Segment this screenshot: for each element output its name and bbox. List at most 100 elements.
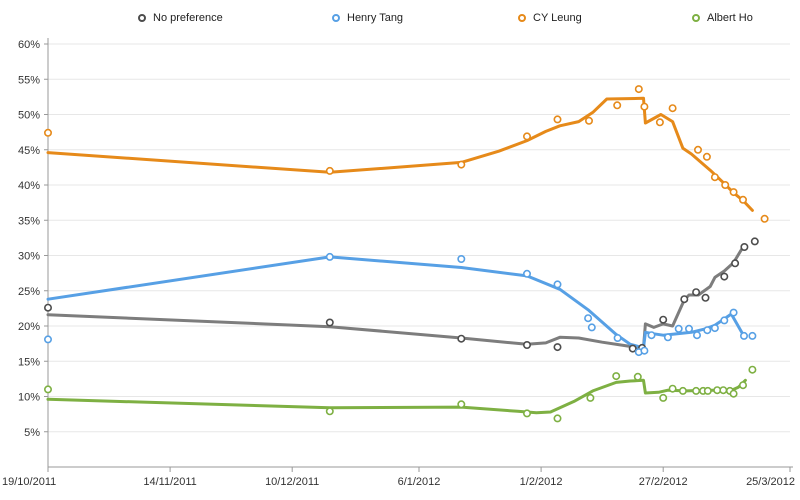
data-point	[633, 372, 642, 381]
legend-item-no-preference: No preference	[138, 10, 223, 26]
data-point	[729, 188, 738, 197]
data-point	[739, 331, 748, 340]
data-point	[43, 128, 52, 137]
data-point	[674, 324, 683, 333]
legend: No preference Henry Tang CY Leung Albert…	[0, 10, 800, 28]
data-point	[719, 386, 728, 395]
data-point	[710, 324, 719, 333]
data-point	[612, 372, 621, 381]
legend-marker-circle-icon	[518, 14, 526, 22]
data-point	[587, 323, 596, 332]
data-point	[522, 340, 531, 349]
y-tick-label: 40%	[18, 180, 40, 192]
x-tick-label: 6/1/2012	[398, 476, 441, 488]
gridlines	[48, 43, 790, 433]
data-point	[750, 237, 759, 246]
y-tick-label: 55%	[18, 74, 40, 86]
data-point	[43, 303, 52, 312]
data-point	[655, 118, 664, 127]
data-point	[584, 314, 593, 323]
series-points-henry-tang	[43, 252, 757, 357]
legend-label: No preference	[153, 12, 223, 24]
data-point	[613, 333, 622, 342]
data-point	[663, 333, 672, 342]
data-point	[659, 315, 668, 324]
data-point	[678, 386, 687, 395]
data-point	[522, 409, 531, 418]
x-tick-label: 14/11/2011	[143, 476, 196, 488]
data-point	[634, 85, 643, 94]
y-tick-label: 20%	[18, 321, 40, 333]
x-tick-label: 19/10/2011	[2, 476, 56, 488]
legend-label: CY Leung	[533, 12, 582, 24]
data-point	[703, 386, 712, 395]
data-point	[457, 400, 466, 409]
data-point	[702, 152, 711, 161]
data-point	[43, 335, 52, 344]
data-point	[586, 393, 595, 402]
data-point	[584, 116, 593, 125]
data-point	[640, 346, 649, 355]
data-point	[613, 101, 622, 110]
y-tick-label: 25%	[18, 286, 40, 298]
data-point	[729, 389, 738, 398]
data-point	[659, 393, 668, 402]
data-point	[553, 414, 562, 423]
x-tick-label: 25/3/2012	[746, 476, 795, 488]
y-tick-label: 15%	[18, 356, 40, 368]
data-point	[731, 259, 740, 268]
data-point	[457, 160, 466, 169]
data-point	[720, 272, 729, 281]
y-tick-label: 10%	[18, 392, 40, 404]
data-point	[668, 104, 677, 113]
series-line-cy-leung	[46, 96, 754, 212]
data-point	[738, 195, 747, 204]
data-point	[710, 173, 719, 182]
legend-item-cy-leung: CY Leung	[518, 10, 582, 26]
legend-item-henry-tang: Henry Tang	[332, 10, 403, 26]
data-point	[668, 384, 677, 393]
data-point	[628, 344, 637, 353]
legend-marker-circle-icon	[692, 14, 700, 22]
data-point	[522, 269, 531, 278]
data-point	[760, 214, 769, 223]
x-tick-label: 10/12/2011	[265, 476, 319, 488]
data-point	[748, 365, 757, 374]
legend-label: Albert Ho	[707, 12, 753, 24]
series-points-albert-ho	[43, 365, 757, 423]
y-tick-label: 30%	[18, 251, 40, 263]
data-point	[721, 181, 730, 190]
data-point	[729, 308, 738, 317]
y-tick-label: 5%	[24, 427, 40, 439]
data-point	[684, 324, 693, 333]
axes: 5% 10% 15% 20% 25% 30% 35% 40% 45% 50% 55% 60% 19/10…	[2, 38, 795, 488]
legend-marker-circle-icon	[138, 14, 146, 22]
data-point	[457, 334, 466, 343]
data-point	[740, 243, 749, 252]
data-point	[553, 280, 562, 289]
data-point	[640, 102, 649, 111]
data-point	[325, 166, 334, 175]
data-point	[325, 407, 334, 416]
legend-item-albert-ho: Albert Ho	[692, 10, 753, 26]
x-tick-label: 1/2/2012	[520, 476, 563, 488]
data-point	[647, 331, 656, 340]
data-point	[680, 295, 689, 304]
data-point	[553, 343, 562, 352]
data-point	[693, 145, 702, 154]
data-point	[325, 252, 334, 261]
legend-label: Henry Tang	[347, 12, 404, 24]
x-tick-label: 27/2/2012	[639, 476, 688, 488]
series-points-cy-leung	[43, 85, 769, 223]
series-line-henry-tang	[46, 255, 745, 350]
data-point	[43, 385, 52, 394]
y-tick-label: 35%	[18, 215, 40, 227]
data-point	[738, 381, 747, 390]
data-point	[553, 115, 562, 124]
y-tick-label: 50%	[18, 110, 40, 122]
data-point	[701, 293, 710, 302]
data-point	[748, 331, 757, 340]
data-point	[692, 288, 701, 297]
